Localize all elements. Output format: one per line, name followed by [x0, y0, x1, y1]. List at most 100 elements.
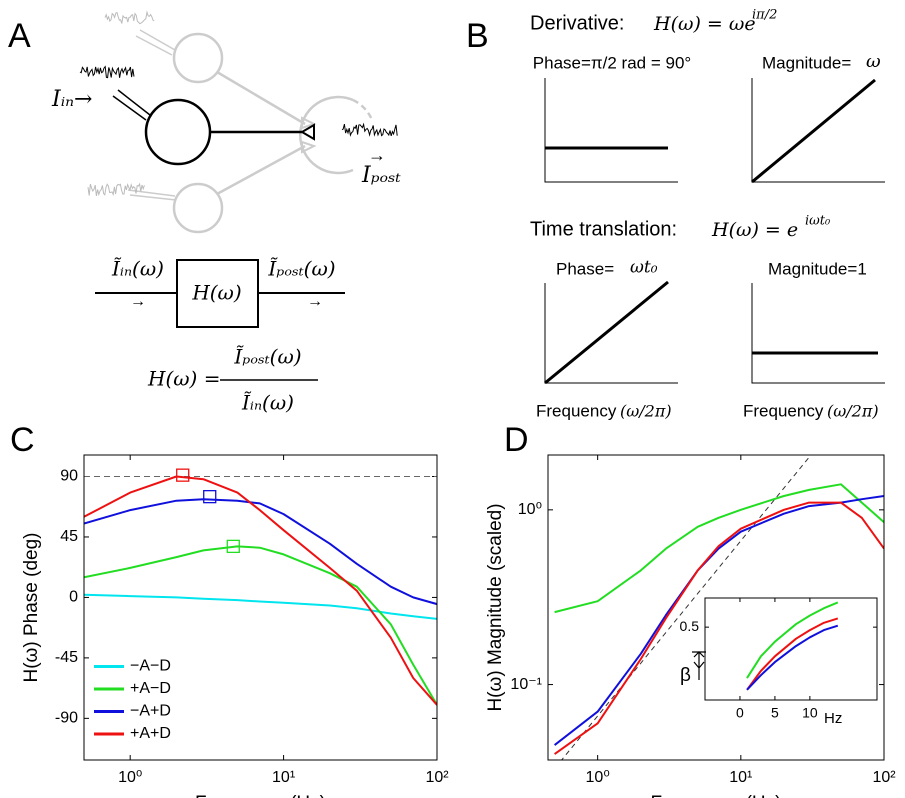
- traces: [79, 10, 398, 197]
- panel-letter: A: [8, 17, 31, 55]
- x-label-math: (ω/2π): [620, 402, 672, 421]
- series-line: [84, 475, 437, 706]
- synapse: [300, 123, 315, 141]
- marker: [176, 468, 190, 482]
- chart: 10⁰ 10¹ 10² 10⁻¹ 10⁰ Frequency (Hz) H(ω) Magni…: [485, 454, 896, 798]
- noise-trace: [87, 182, 145, 197]
- x-tick-label: 10¹: [272, 769, 295, 786]
- beta-label: β: [680, 665, 691, 686]
- electrode: [139, 29, 176, 51]
- magnitude-title: Magnitude=1: [768, 259, 867, 278]
- neuron: [172, 32, 224, 84]
- magnitude-line: [751, 78, 876, 184]
- panel-a: A Iᵢₙ→ → Iₚₒₛₜ H(ω) Ĩᵢₙ(ω) → Ĩₚₒₛₜ(ω) → …: [8, 10, 401, 415]
- x-axis-label: Frequency (Hz): [651, 793, 782, 798]
- translation-formula-sup: iωt₀: [805, 214, 831, 229]
- mini-axes: [751, 283, 885, 384]
- series-line: [746, 601, 839, 679]
- electrode: [117, 89, 151, 116]
- transfer-label: H(ω): [191, 281, 241, 305]
- phase-title: Phase=: [556, 259, 614, 278]
- series-line: [84, 593, 437, 620]
- series-line: [554, 501, 884, 755]
- noise-trace: [341, 122, 398, 137]
- phase-title: Phase=π/2 rad = 90°: [533, 53, 691, 72]
- legend-label: +A+D: [130, 725, 171, 742]
- y-tick-label: 10⁰: [518, 501, 542, 518]
- neuron-post-dash: [352, 98, 374, 121]
- neuron-input: [144, 98, 212, 166]
- legend-label: −A−D: [130, 658, 171, 675]
- y-tick-label: 0.5: [680, 618, 700, 634]
- phase-line: [544, 280, 669, 385]
- x-tick-label: 10⁰: [118, 769, 142, 786]
- derivative-title: Derivative:: [530, 12, 624, 34]
- plot-area: [84, 475, 437, 706]
- magnitude-symbol: ω: [866, 51, 881, 72]
- neuron: [172, 182, 224, 234]
- inset-x-unit: Hz: [824, 710, 842, 727]
- block-arrow: →: [130, 293, 146, 310]
- derivative-formula-sup: iπ/2: [752, 8, 777, 23]
- block-input: Ĩᵢₙ(ω): [111, 257, 164, 281]
- series-line: [84, 498, 437, 606]
- block-output: Ĩₚₒₛₜ(ω): [267, 257, 335, 281]
- x-tick-label: 10²: [425, 769, 449, 786]
- y-tick-label: -45: [55, 649, 78, 666]
- translation-title: Time translation:: [530, 218, 677, 240]
- series-line: [554, 483, 884, 614]
- panel-letter: C: [10, 421, 35, 459]
- legend-label: +A−D: [130, 680, 171, 697]
- x-tick-label: 10⁰: [586, 769, 610, 786]
- x-label-math: (ω/2π): [827, 402, 879, 421]
- x-axis-label: Frequency (Hz): [195, 793, 326, 798]
- equation-denominator: Ĩᵢₙ(ω): [241, 391, 294, 415]
- panel-letter: B: [466, 17, 489, 55]
- x-tick-label: 0: [736, 705, 744, 721]
- plot-area: [746, 601, 839, 691]
- x-label: Frequency: [536, 401, 617, 420]
- x-tick-label: 10: [802, 705, 818, 721]
- axes-frame: [704, 597, 878, 701]
- derivative-formula: H(ω) = ωe: [653, 13, 756, 35]
- axon: [216, 144, 306, 196]
- magnitude-title: Magnitude=: [762, 53, 851, 72]
- translation-formula: H(ω) = e: [711, 219, 798, 241]
- input-label: Iᵢₙ→: [51, 87, 92, 112]
- series-line: [84, 545, 437, 706]
- y-tick-label: 90: [60, 468, 78, 485]
- block-arrow: →: [307, 293, 323, 310]
- series-line: [746, 624, 839, 691]
- legend-label: −A+D: [130, 703, 171, 720]
- y-tick-label: 0: [69, 589, 78, 606]
- axes-frame: [547, 454, 885, 761]
- panel-letter: D: [504, 421, 529, 459]
- reference-line: [561, 456, 810, 760]
- marker: [203, 490, 217, 504]
- x-label: Frequency: [743, 401, 824, 420]
- y-axis-label: H(ω) Magnitude (scaled): [485, 503, 506, 711]
- y-tick-label: -90: [55, 710, 78, 727]
- noise-trace: [104, 10, 155, 25]
- electrode: [112, 95, 147, 121]
- y-tick-label: 45: [60, 528, 78, 545]
- plot-area: [553, 456, 884, 760]
- transfer-box: [176, 259, 259, 328]
- phase-symbol: ωt₀: [630, 258, 658, 278]
- y-tick-label: 10⁻¹: [510, 676, 542, 693]
- x-tick-label: 5: [771, 705, 779, 721]
- electrode: [135, 35, 173, 56]
- x-tick-label: 10²: [872, 769, 896, 786]
- electrode: [129, 194, 177, 201]
- beta-arrow: [692, 651, 706, 680]
- series-line: [553, 495, 884, 746]
- axon: [216, 70, 306, 126]
- neuron-post: [298, 95, 354, 175]
- chart: 0 5 10 0.5: [680, 597, 878, 721]
- marker: [226, 539, 240, 554]
- axes-frame: [83, 454, 438, 761]
- equation-numerator: Ĩₚₒₛₜ(ω): [233, 345, 301, 369]
- mini-axes: [544, 78, 678, 183]
- panel-b: B Derivative: H(ω) = ωe iπ/2 Phase=π/2 r…: [466, 8, 885, 421]
